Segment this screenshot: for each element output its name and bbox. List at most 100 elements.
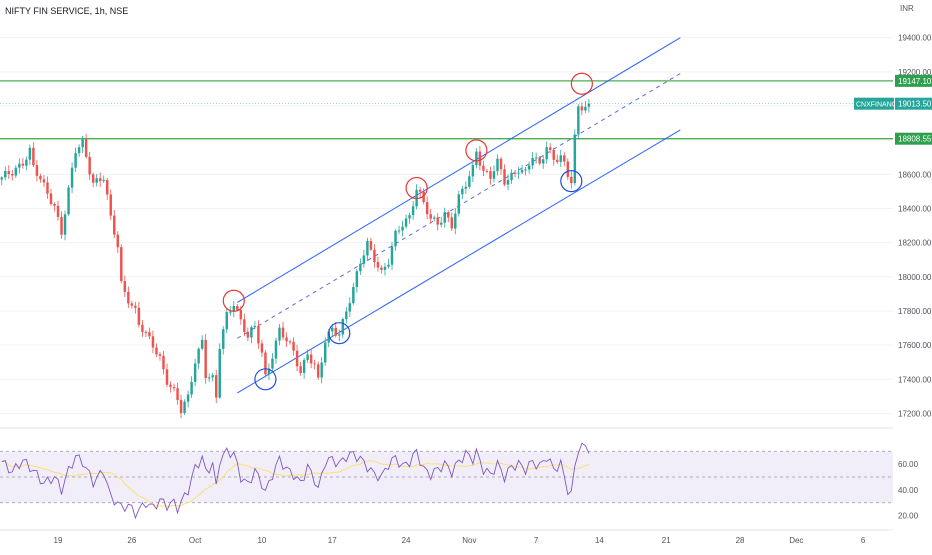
- candle-body: [14, 167, 18, 176]
- candle-body: [538, 157, 541, 164]
- candle-body: [207, 377, 211, 379]
- candle-body: [376, 262, 380, 268]
- circled-low-marker: [328, 322, 351, 345]
- candle-body: [471, 165, 475, 177]
- candle-body: [577, 106, 580, 135]
- candle-body: [84, 139, 88, 157]
- candle-body: [158, 354, 162, 356]
- candle-body: [144, 331, 148, 333]
- candle-body: [123, 281, 127, 292]
- candle-body: [587, 103, 591, 107]
- price-level-tag-label: 19147.10: [898, 77, 932, 86]
- price-level-tag-label: 18808.55: [898, 135, 932, 144]
- time-tick-label: 26: [127, 536, 136, 545]
- candle-body: [373, 249, 376, 263]
- candle-body: [499, 158, 503, 170]
- candle-body: [11, 174, 14, 176]
- price-level-tag: [895, 132, 932, 145]
- candle-body: [18, 163, 21, 168]
- candle-body: [46, 182, 49, 194]
- candle-body: [155, 347, 158, 355]
- candle-body: [35, 165, 39, 176]
- candle-body: [179, 400, 183, 413]
- candle-body: [204, 339, 207, 379]
- candle-body: [411, 206, 415, 216]
- chart-title: NIFTY FIN SERVICE, 1h, NSE: [5, 6, 128, 16]
- candle-body: [418, 189, 422, 192]
- candle-body: [246, 331, 250, 338]
- candle-body: [229, 311, 232, 313]
- candle-body: [570, 176, 573, 184]
- rsi-tick-label: 40.00: [898, 486, 919, 495]
- candle-body: [56, 205, 60, 217]
- candle-body: [563, 155, 566, 162]
- candle-body: [429, 214, 432, 219]
- circled-low-marker: [254, 368, 277, 391]
- candle-body: [313, 363, 316, 365]
- candle-body: [482, 165, 485, 171]
- candle-body: [545, 147, 548, 160]
- time-tick-label: 28: [736, 536, 745, 545]
- candle-body: [510, 172, 513, 181]
- candle-body: [81, 139, 84, 148]
- candle-body: [513, 172, 517, 174]
- candle-body: [130, 303, 134, 306]
- symbol-tag: [854, 97, 894, 110]
- candle-body: [148, 332, 151, 337]
- time-tick-label: 10: [257, 536, 266, 545]
- candle-body: [309, 354, 313, 364]
- price-tick-label: 18600.00: [898, 170, 932, 179]
- candle-body: [302, 359, 306, 373]
- candle-body: [285, 337, 288, 342]
- time-tick-label: 6: [861, 536, 866, 545]
- candle-body: [338, 334, 341, 336]
- candle-body: [250, 327, 253, 338]
- candle-body: [548, 147, 552, 150]
- candle-body: [506, 180, 510, 185]
- candle-body: [91, 174, 95, 183]
- candle-body: [120, 247, 123, 282]
- candle-body: [443, 212, 446, 223]
- chart-marks: 17200.00 17400.00 17600.00 17800.00 18000.00…: [0, 34, 932, 545]
- candle-body: [151, 336, 155, 348]
- candle-body: [461, 188, 464, 195]
- candle-body: [49, 193, 53, 204]
- candle-body: [390, 246, 394, 265]
- candle-body: [394, 230, 397, 247]
- candle-body: [137, 307, 141, 325]
- candle-body: [183, 401, 186, 413]
- candle-body: [95, 178, 98, 183]
- candle-body: [63, 214, 67, 235]
- candle-body: [454, 213, 457, 229]
- candle-body: [492, 171, 496, 179]
- candle-body: [162, 355, 165, 370]
- circled-high-marker: [405, 176, 428, 200]
- candle-body: [39, 175, 42, 180]
- candle-body: [331, 327, 334, 332]
- time-tick-label: 17: [328, 536, 337, 545]
- candle-body: [503, 169, 506, 185]
- candle-body: [320, 362, 323, 378]
- candle-body: [42, 179, 46, 183]
- candle-body: [580, 106, 584, 111]
- time-tick-label: Nov: [462, 536, 476, 545]
- candle-body: [0, 177, 3, 180]
- candle-body: [67, 187, 70, 215]
- candle-body: [169, 384, 172, 387]
- candle-body: [517, 172, 520, 174]
- candle-body: [496, 158, 499, 172]
- candle-body: [4, 171, 7, 178]
- candle-body: [278, 327, 281, 341]
- price-tick-label: 19400.00: [898, 34, 932, 43]
- candle-body: [239, 309, 243, 320]
- candle-body: [366, 241, 369, 256]
- candle-body: [334, 327, 337, 336]
- candle-body: [531, 157, 534, 166]
- candle-body: [534, 157, 538, 159]
- candle-body: [28, 147, 32, 160]
- currency-label: INR: [900, 4, 914, 13]
- time-tick-label: Dec: [789, 536, 803, 545]
- candle-body: [267, 368, 271, 375]
- candle-body: [341, 319, 345, 335]
